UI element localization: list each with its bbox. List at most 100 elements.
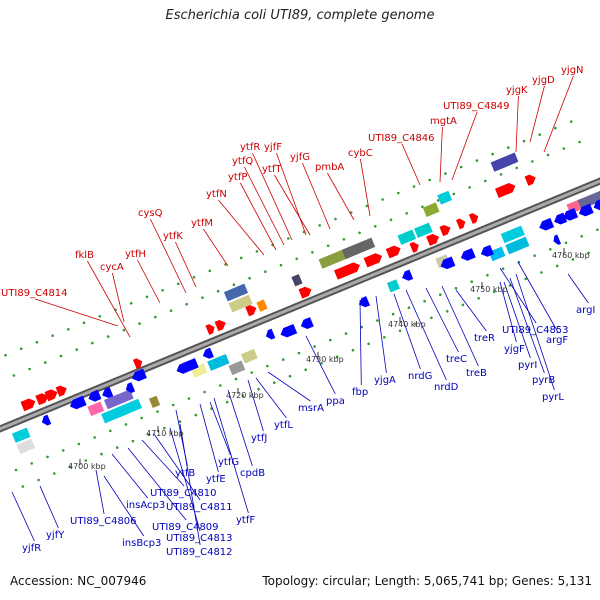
track-dot — [374, 225, 377, 228]
track-dot — [304, 368, 308, 372]
track-dot — [407, 306, 411, 310]
tick-label: 4740 kbp — [388, 320, 426, 329]
leader-line — [509, 277, 545, 374]
track-dot — [145, 295, 149, 299]
track-dot — [554, 126, 557, 130]
track-dot — [203, 390, 206, 394]
track-dot — [571, 258, 575, 261]
reverse-gene-label: yjgA — [374, 375, 396, 386]
leader-line — [425, 287, 459, 353]
forward-gene-label: ytfM — [191, 218, 213, 229]
reverse-gene-label: msrA — [298, 403, 324, 414]
reverse-gene-arrow — [358, 296, 371, 308]
track-dot — [75, 348, 78, 351]
track-dot — [436, 199, 440, 202]
feature-block — [291, 274, 303, 287]
track-dot — [225, 400, 229, 404]
track-dot — [100, 452, 103, 456]
track-dot — [546, 153, 550, 157]
track-dot — [596, 228, 599, 232]
leader-line — [240, 182, 277, 251]
track-dot — [295, 257, 299, 261]
forward-gene-label: yjfG — [290, 152, 310, 163]
reverse-gene-label: fbp — [352, 387, 368, 398]
track-dot — [122, 328, 126, 332]
leader-line — [360, 158, 371, 217]
track-dot — [109, 429, 112, 433]
track-dot — [68, 465, 72, 469]
feature-block — [148, 395, 161, 409]
accession-text: Accession: NC_007946 — [10, 574, 147, 588]
track-dot — [138, 322, 141, 325]
reverse-gene-label: treR — [474, 333, 495, 344]
reverse-gene-label: argI — [576, 305, 595, 316]
track-dot — [468, 186, 471, 189]
reverse-gene-label: nrdD — [434, 382, 459, 393]
reverse-gene-label: nrdG — [408, 371, 432, 382]
track-dot — [287, 237, 290, 240]
track-dot — [531, 160, 534, 163]
forward-gene-arrow — [455, 218, 466, 230]
feature-block — [437, 190, 453, 205]
track-dot — [4, 353, 7, 357]
reverse-gene-label: argF — [546, 335, 568, 346]
track-dot — [499, 173, 503, 176]
label-leader-lines — [11, 75, 589, 546]
track-dot — [185, 302, 188, 306]
forward-gene-arrow — [439, 224, 451, 237]
forward-gene-arrow — [426, 234, 440, 246]
track-dot — [549, 248, 552, 251]
leader-line — [111, 453, 149, 499]
forward-gene-label: mgtA — [430, 116, 457, 127]
track-dot — [459, 165, 463, 169]
track-dots — [4, 120, 599, 488]
reverse-gene-arrow — [300, 317, 314, 329]
track-dot — [421, 205, 424, 209]
track-dot — [342, 238, 346, 241]
track-dot — [154, 315, 157, 319]
forward-gene-label: ytfQ — [232, 156, 253, 167]
leader-line — [150, 218, 187, 294]
track-dot — [208, 269, 212, 273]
track-dot — [344, 332, 348, 335]
reverse-gene-arrow — [460, 248, 476, 261]
track-dot — [365, 204, 369, 208]
forward-gene-label: cysQ — [138, 208, 163, 219]
leader-line — [141, 439, 185, 487]
leader-line — [103, 475, 145, 537]
tick-label: 4710 kbp — [146, 429, 184, 438]
forward-gene-arrow — [333, 262, 360, 280]
forward-gene-label: yjgK — [506, 85, 528, 96]
track-dot — [439, 293, 442, 297]
track-dot — [115, 446, 119, 449]
feature-block — [490, 152, 519, 172]
track-dot — [161, 289, 164, 292]
track-dot — [93, 436, 96, 439]
track-dot — [564, 241, 568, 245]
leader-line — [255, 377, 287, 419]
forward-gene-label: ytfP — [228, 172, 247, 183]
reverse-gene-arrow — [102, 386, 114, 399]
leader-line — [401, 143, 421, 186]
track-dot — [477, 297, 480, 300]
track-dot — [266, 364, 269, 368]
leader-line — [227, 389, 253, 467]
track-dot — [326, 244, 330, 248]
leader-line — [327, 172, 355, 221]
reverse-gene-arrow — [280, 323, 298, 338]
leader-line — [515, 273, 555, 391]
reverse-gene-label: ytfE — [206, 474, 226, 485]
reverse-gene-arrow — [132, 368, 147, 382]
track-dot — [398, 329, 402, 333]
track-dot — [454, 286, 458, 290]
track-dot — [248, 276, 251, 280]
tick-label: 4730 kbp — [306, 355, 344, 364]
tick-label: 4720 kbp — [226, 391, 264, 400]
track-dot — [522, 139, 526, 143]
feature-block — [414, 222, 433, 238]
track-dot — [37, 478, 40, 482]
track-dot — [201, 296, 204, 300]
track-dot — [318, 224, 322, 227]
forward-gene-arrow — [298, 286, 312, 299]
leader-line — [543, 75, 574, 153]
